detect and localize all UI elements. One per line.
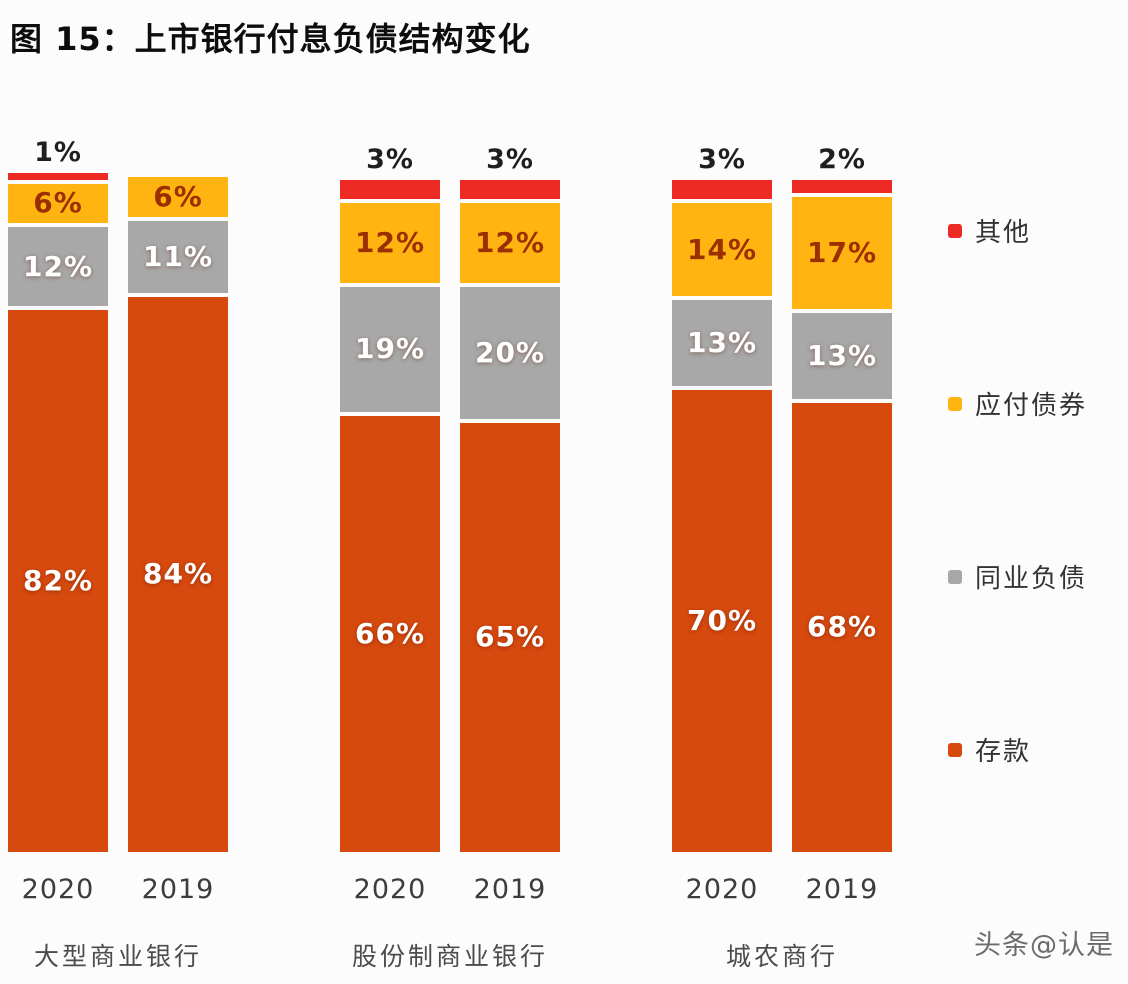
above-bar-percentage-label: 3% — [486, 143, 534, 175]
above-bar-percentage-label: 3% — [698, 143, 746, 175]
bar-groups: 1% 6% 12% 82% 6% 11% 84% 2020 2019 大型商业银行 3% 12% 19%… — [8, 138, 892, 973]
bar-segment-deposits: 66% — [340, 415, 440, 852]
bar-group: 3% 14% 13% 70% 2% 17% 13% 68% 2020 2019 城农商行 — [672, 143, 892, 973]
year-labels-row: 2020 2019 — [672, 874, 892, 905]
bar-segment-interbank-liabilities: 13% — [672, 299, 772, 386]
year-labels-row: 2020 2019 — [340, 874, 560, 905]
segment-value-label: 17% — [806, 235, 878, 269]
bar-group: 1% 6% 12% 82% 6% 11% 84% 2020 2019 大型商业银行 — [8, 138, 228, 973]
stacked-bar-2019: 3% 12% 20% 65% — [460, 143, 560, 852]
bar-segment-deposits: 84% — [128, 297, 228, 852]
x-axis-year-label: 2020 — [685, 873, 759, 905]
figure-title: 图 15：上市银行付息负债结构变化 — [10, 20, 531, 58]
above-bar-percentage-label: 2% — [818, 143, 866, 175]
bar-segment-bonds-payable: 12% — [340, 203, 440, 283]
legend-item: 存款 — [948, 731, 1087, 768]
stacked-bar-2020: 3% 14% 13% 70% — [672, 143, 772, 852]
year-labels-row: 2020 2019 — [8, 874, 228, 905]
bank-category-label: 股份制商业银行 — [351, 941, 548, 971]
bar-segment-interbank-liabilities: 20% — [460, 286, 560, 419]
legend-item: 同业负债 — [948, 558, 1087, 595]
above-bar-percentage-label: 3% — [366, 143, 414, 175]
x-axis-year-label: 2019 — [141, 873, 215, 905]
segment-value-label: 70% — [686, 603, 758, 637]
bars-row: 3% 12% 19% 66% 3% 12% 20% 65% — [340, 143, 560, 852]
bar-segment-deposits: 82% — [8, 310, 108, 852]
segment-value-label: 82% — [22, 563, 94, 597]
segment-value-label: 11% — [142, 239, 214, 273]
bar-segment-bonds-payable: 6% — [128, 176, 228, 217]
bar-segment-bonds-payable: 14% — [672, 203, 772, 296]
bar-segment-others — [460, 179, 560, 200]
segment-value-label: 13% — [686, 325, 758, 359]
x-axis-year-label: 2020 — [21, 873, 95, 905]
bar-segment-others — [8, 173, 108, 180]
above-bar-percentage-label: 1% — [34, 137, 82, 168]
stacked-bar: 17% 13% 68% — [792, 179, 892, 852]
segment-value-label: 20% — [474, 335, 546, 369]
segment-value-label: 12% — [474, 225, 546, 259]
segment-value-label: 12% — [354, 225, 426, 259]
legend-item: 应付债券 — [948, 385, 1087, 422]
segment-value-label: 12% — [22, 249, 94, 283]
segment-value-label: 84% — [142, 557, 214, 591]
x-axis-year-label: 2019 — [473, 873, 547, 905]
bar-segment-interbank-liabilities: 11% — [128, 220, 228, 294]
legend-color-swatch-icon — [948, 742, 962, 757]
bar-segment-deposits: 70% — [672, 389, 772, 852]
bar-segment-others — [340, 179, 440, 200]
legend-color-swatch-icon — [948, 223, 962, 238]
segment-value-label: 6% — [33, 186, 83, 220]
stacked-bar-chart: 1% 6% 12% 82% 6% 11% 84% 2020 2019 大型商业银行 3% 12% 19%… — [8, 138, 892, 973]
segment-value-label: 14% — [686, 232, 758, 266]
segment-value-label: 65% — [474, 620, 546, 654]
bar-segment-others — [792, 179, 892, 193]
stacked-bar: 14% 13% 70% — [672, 179, 772, 852]
bar-segment-deposits: 65% — [460, 422, 560, 852]
bank-category-label: 城农商行 — [725, 941, 838, 971]
bar-segment-others — [672, 179, 772, 200]
stacked-bar: 12% 19% 66% — [340, 179, 440, 852]
bar-group: 3% 12% 19% 66% 3% 12% 20% 65% 2020 2019 股份制商业银行 — [340, 143, 560, 973]
legend-item-label: 存款 — [975, 737, 1032, 767]
stacked-bar: 12% 20% 65% — [460, 179, 560, 852]
stacked-bar-2020: 1% 6% 12% 82% — [8, 138, 108, 852]
segment-value-label: 19% — [354, 332, 426, 366]
bar-segment-interbank-liabilities: 12% — [8, 227, 108, 307]
segment-value-label: 13% — [806, 338, 878, 372]
stacked-bar-2020: 3% 12% 19% 66% — [340, 143, 440, 852]
legend-item-label: 同业负债 — [975, 564, 1088, 594]
segment-value-label: 68% — [806, 610, 878, 644]
bar-segment-deposits: 68% — [792, 402, 892, 852]
bar-segment-bonds-payable: 12% — [460, 203, 560, 283]
bar-segment-bonds-payable: 6% — [8, 183, 108, 224]
segment-value-label: 66% — [354, 616, 426, 650]
legend-item-label: 其他 — [975, 218, 1032, 248]
stacked-bar-2019: 2% 17% 13% 68% — [792, 143, 892, 852]
bar-segment-bonds-payable: 17% — [792, 196, 892, 309]
watermark-text: 头条@认是 — [974, 930, 1114, 961]
legend: 其他应付债券同业负债存款 — [948, 212, 1087, 768]
stacked-bar-2019: 6% 11% 84% — [128, 142, 228, 852]
legend-color-swatch-icon — [948, 569, 962, 584]
segment-value-label: 6% — [153, 179, 203, 213]
legend-item-label: 应付债券 — [975, 391, 1088, 421]
x-axis-year-label: 2019 — [805, 873, 879, 905]
legend-color-swatch-icon — [948, 396, 962, 411]
bars-row: 3% 14% 13% 70% 2% 17% 13% 68% — [672, 143, 892, 852]
bar-segment-interbank-liabilities: 13% — [792, 312, 892, 399]
bars-row: 1% 6% 12% 82% 6% 11% 84% — [8, 138, 228, 852]
bank-category-label: 大型商业银行 — [33, 941, 202, 971]
legend-item: 其他 — [948, 212, 1087, 249]
x-axis-year-label: 2020 — [353, 873, 427, 905]
stacked-bar: 6% 12% 82% — [8, 173, 108, 852]
stacked-bar: 6% 11% 84% — [128, 176, 228, 852]
bar-segment-interbank-liabilities: 19% — [340, 286, 440, 412]
